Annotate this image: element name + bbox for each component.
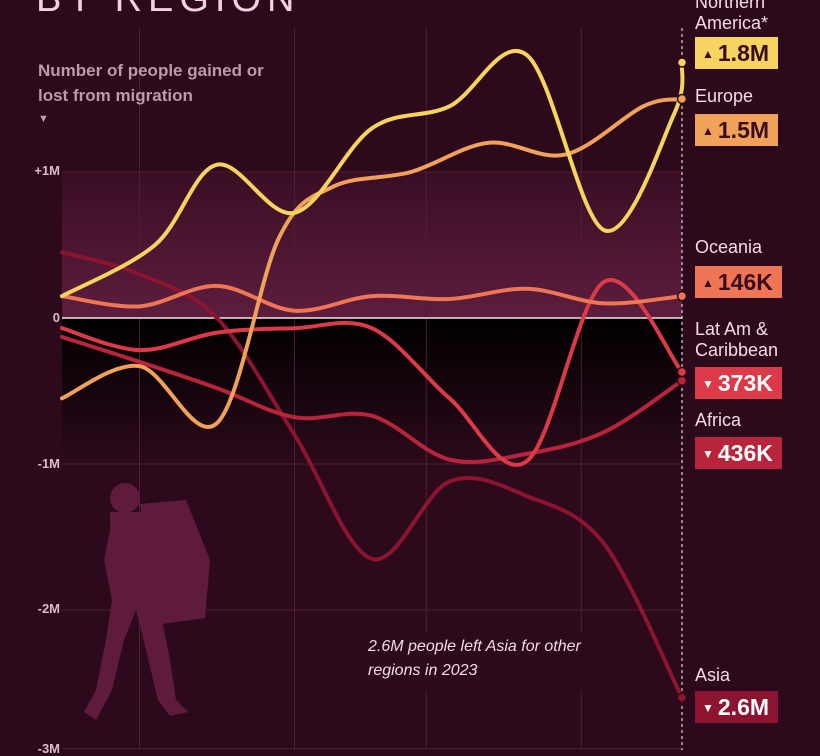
badge-value: 1.5M	[717, 117, 770, 143]
negative-band	[62, 318, 682, 464]
endpoint-marker-africa	[676, 375, 688, 387]
y-tick-label: -3M	[37, 741, 60, 756]
badge-lat-am-caribbean: ▼ 373K	[695, 367, 782, 399]
legend-asia: Asia	[695, 665, 731, 685]
badge-africa: ▼ 436K	[695, 437, 782, 469]
endpoint-marker-asia	[676, 692, 688, 703]
chart-subtitle: Number of people gained or lost from mig…	[38, 61, 264, 105]
legend-lat-am-caribbean: Lat Am & Caribbean	[695, 319, 779, 360]
badge-value: 373K	[717, 370, 773, 396]
up-triangle-icon: ▲	[702, 47, 714, 61]
endpoint-marker-europe	[676, 93, 688, 105]
y-tick-label: 0	[52, 310, 60, 325]
positive-band	[62, 172, 682, 318]
badge-northern-america: ▲ 1.8M	[695, 37, 779, 69]
legend-europe: Europe	[695, 86, 754, 106]
y-tick-label: +1M	[34, 163, 60, 178]
series-line-northern-america	[60, 48, 685, 299]
endpoint-marker-oceania	[676, 290, 688, 302]
up-triangle-icon: ▲	[702, 276, 714, 290]
down-triangle-icon: ▼	[702, 447, 714, 461]
series-line-europe	[60, 97, 684, 429]
series-line-oceania	[60, 283, 684, 313]
badge-asia: ▼ 2.6M	[695, 691, 779, 723]
up-triangle-icon: ▲	[702, 124, 714, 138]
badge-oceania: ▲ 146K	[695, 266, 782, 298]
badge-europe: ▲ 1.5M	[695, 114, 779, 146]
legend-oceania: Oceania	[695, 237, 763, 257]
down-triangle-icon: ▼	[702, 377, 714, 391]
badge-value: 436K	[717, 440, 773, 466]
badge-value: 1.8M	[717, 40, 770, 66]
asia-annotation: 2.6M people left Asia for other regions …	[362, 632, 588, 690]
endpoint-marker-lat-am-caribbean	[676, 366, 688, 378]
series-line-africa	[60, 334, 684, 464]
badge-value: 146K	[717, 269, 773, 295]
endpoint-marker-northern-america	[676, 57, 688, 68]
subtitle-caret-icon: ▼	[38, 113, 49, 125]
series-line-lat-am-caribbean	[60, 277, 684, 467]
y-tick-label: -2M	[37, 601, 60, 616]
backpacker-silhouette	[84, 483, 210, 720]
legend-africa: Africa	[695, 410, 742, 430]
y-tick-label: -1M	[37, 456, 60, 471]
chart-title: BY REGION	[36, 0, 300, 21]
down-triangle-icon: ▼	[702, 701, 714, 715]
badge-value: 2.6M	[717, 694, 770, 720]
legend-northern-america: Northern America*	[695, 0, 769, 33]
